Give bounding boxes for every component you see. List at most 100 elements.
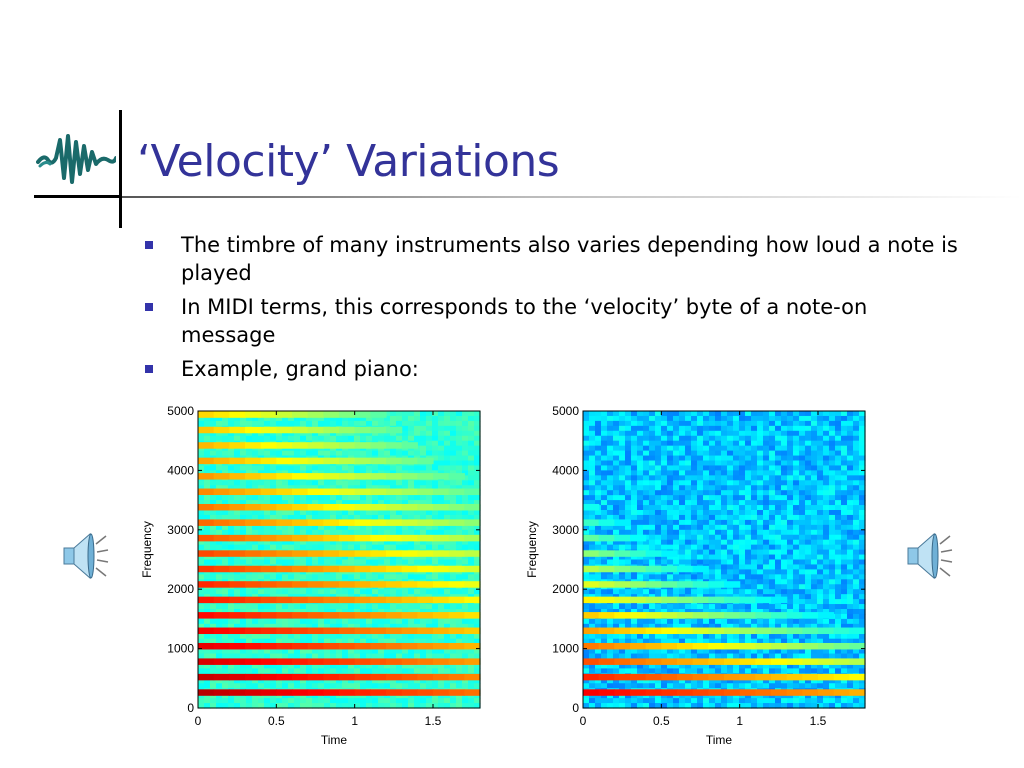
- harmonic-band: [692, 658, 709, 665]
- harmonic-band: [833, 658, 850, 665]
- harmonic-band: [213, 642, 230, 650]
- harmonic-band: [724, 612, 741, 619]
- harmonic-band: [307, 411, 324, 418]
- harmonic-band: [464, 596, 481, 604]
- harmonic-band: [583, 673, 600, 681]
- harmonic-band: [661, 581, 678, 588]
- harmonic-band: [276, 689, 293, 696]
- harmonic-band: [401, 658, 418, 665]
- harmonic-band: [323, 411, 340, 418]
- harmonic-band: [739, 689, 756, 696]
- harmonic-band: [276, 658, 293, 665]
- harmonic-band: [401, 642, 418, 650]
- harmonic-band: [401, 534, 418, 542]
- harmonic-band: [386, 689, 403, 696]
- bullet-item: Example, grand piano:: [143, 355, 963, 383]
- harmonic-band: [630, 596, 647, 604]
- harmonic-band: [276, 519, 293, 526]
- harmonic-band: [598, 658, 615, 665]
- harmonic-band: [598, 673, 615, 681]
- harmonic-band: [692, 673, 709, 681]
- harmonic-band: [307, 596, 324, 604]
- harmonic-band: [276, 426, 293, 434]
- harmonic-band: [354, 426, 371, 434]
- y-tick-label: 3000: [552, 523, 579, 537]
- spectrogram-loud: 0 1000 2000 3000 4000 5000 0 0.5 1 1.5 Time Frequen…: [140, 404, 481, 747]
- harmonic-band: [692, 565, 709, 573]
- harmonic-band: [276, 488, 293, 496]
- harmonic-band: [260, 442, 277, 449]
- harmonic-band: [354, 473, 371, 480]
- title-divider-horizontal: [34, 195, 120, 198]
- right-speaker-icon[interactable]: [904, 528, 954, 584]
- harmonic-band: [370, 565, 387, 573]
- harmonic-band: [339, 457, 356, 465]
- harmonic-band: [386, 627, 403, 635]
- harmonic-band: [464, 488, 481, 496]
- harmonic-band: [292, 565, 309, 573]
- harmonic-band: [724, 673, 741, 681]
- harmonic-band: [307, 581, 324, 588]
- left-speaker-icon[interactable]: [60, 528, 110, 584]
- harmonic-band: [307, 673, 324, 681]
- harmonic-band: [354, 673, 371, 681]
- harmonic-band: [276, 534, 293, 542]
- harmonic-band: [802, 612, 819, 619]
- harmonic-band: [583, 503, 600, 511]
- title-divider-vertical: [119, 110, 122, 228]
- harmonic-band: [755, 612, 772, 619]
- harmonic-band: [229, 627, 246, 635]
- harmonic-band: [386, 503, 403, 511]
- harmonic-band: [213, 473, 230, 480]
- harmonic-band: [213, 596, 230, 604]
- harmonic-band: [739, 627, 756, 635]
- harmonic-band: [724, 627, 741, 635]
- harmonic-band: [598, 519, 615, 526]
- harmonic-band: [370, 503, 387, 511]
- slide-title: ‘Velocity’ Variations: [137, 136, 560, 187]
- harmonic-band: [401, 503, 418, 511]
- harmonic-band: [786, 689, 803, 696]
- harmonic-band: [354, 550, 371, 557]
- harmonic-band: [401, 565, 418, 573]
- y-tick-label: 0: [572, 701, 579, 715]
- harmonic-band: [323, 612, 340, 619]
- harmonic-band: [323, 519, 340, 526]
- harmonic-band: [755, 596, 772, 604]
- harmonic-band: [583, 627, 600, 635]
- harmonic-band: [464, 642, 481, 650]
- x-axis-label: Time: [321, 733, 348, 747]
- harmonic-band: [833, 689, 850, 696]
- harmonic-band: [323, 565, 340, 573]
- harmonic-band: [677, 627, 694, 635]
- harmonic-band: [583, 689, 600, 696]
- x-tick-label: 1: [736, 714, 743, 728]
- harmonic-band: [354, 442, 371, 449]
- harmonic-band: [677, 596, 694, 604]
- harmonic-band: [260, 426, 277, 434]
- harmonic-band: [386, 658, 403, 665]
- harmonic-band: [661, 673, 678, 681]
- harmonic-band: [354, 627, 371, 635]
- harmonic-band: [771, 642, 788, 650]
- harmonic-band: [229, 612, 246, 619]
- harmonic-band: [307, 565, 324, 573]
- harmonic-band: [739, 673, 756, 681]
- harmonic-band: [229, 689, 246, 696]
- harmonic-band: [292, 473, 309, 480]
- harmonic-band: [614, 596, 631, 604]
- harmonic-band: [307, 442, 324, 449]
- harmonic-band: [229, 473, 246, 480]
- harmonic-band: [276, 673, 293, 681]
- harmonic-band: [818, 658, 835, 665]
- harmonic-band: [417, 534, 434, 542]
- harmonic-band: [370, 519, 387, 526]
- harmonic-band: [677, 581, 694, 588]
- harmonic-band: [417, 596, 434, 604]
- harmonic-band: [614, 673, 631, 681]
- harmonic-band: [755, 642, 772, 650]
- harmonic-band: [260, 612, 277, 619]
- harmonic-band: [645, 565, 662, 573]
- harmonic-band: [433, 473, 450, 480]
- harmonic-band: [229, 411, 246, 418]
